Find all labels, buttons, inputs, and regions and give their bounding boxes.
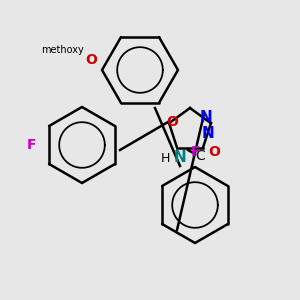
Text: O: O xyxy=(85,53,97,67)
Text: O: O xyxy=(208,145,220,159)
Text: F: F xyxy=(190,145,200,159)
Text: N: N xyxy=(200,110,212,125)
Text: H: H xyxy=(160,152,170,164)
Text: O: O xyxy=(166,115,178,129)
Text: N: N xyxy=(174,151,186,166)
Text: methoxy: methoxy xyxy=(41,45,84,55)
Text: F: F xyxy=(26,138,36,152)
Text: N: N xyxy=(202,127,214,142)
Text: C: C xyxy=(195,149,205,163)
